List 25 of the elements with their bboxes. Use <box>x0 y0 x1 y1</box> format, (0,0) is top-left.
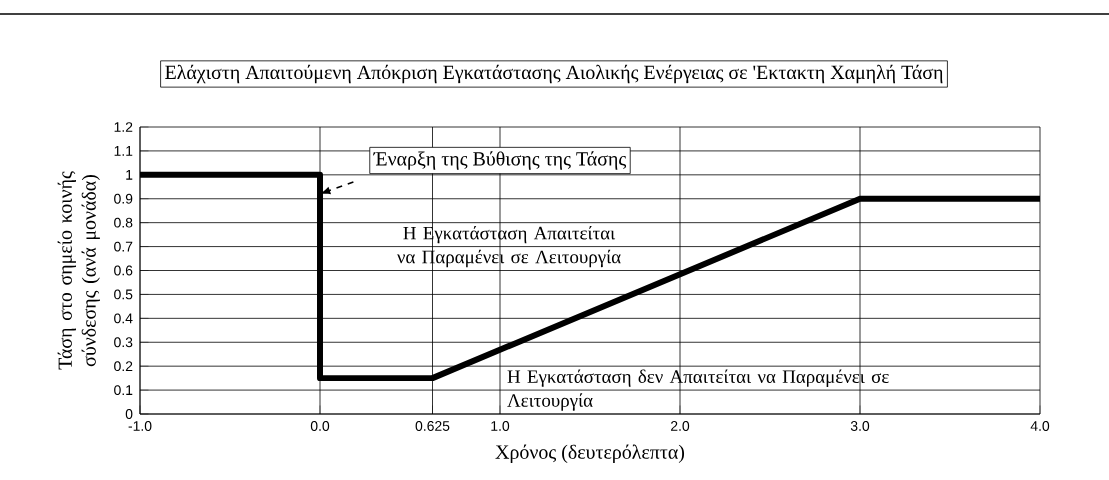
y-tick-label: 0.8 <box>114 217 133 228</box>
x-tick-label: 3.0 <box>850 421 870 431</box>
y-tick-label: 0.6 <box>114 265 133 276</box>
y-tick-label: 1 <box>126 170 133 180</box>
x-tick-label: 1.0 <box>491 421 510 431</box>
y-tick-label: 0.7 <box>114 241 133 252</box>
x-tick-label: 0.625 <box>415 421 450 431</box>
y-tick-label: 0.2 <box>114 361 133 372</box>
y-tick-label: 0.3 <box>114 337 133 348</box>
y-tick-label: 0.1 <box>114 385 133 396</box>
x-tick-label: 2.0 <box>670 421 690 431</box>
y-tick-label: 1.2 <box>114 122 133 132</box>
y-tick-label: 0 <box>125 409 133 419</box>
y-tick-label: 0.9 <box>114 193 133 204</box>
y-axis-title: Τάση στο σημείο κοινής σύνδεσης (ανά μονάδα) <box>57 171 100 370</box>
x-axis-title: Χρόνος (δευτερόλεπτα) <box>495 444 685 463</box>
y-tick-label: 0.4 <box>114 313 133 324</box>
y-tick-label: 1.1 <box>114 146 133 156</box>
annotation: Έναρξη της Βύθισης της Τάσης <box>373 151 627 170</box>
y-tick-label: 0.5 <box>114 289 133 300</box>
x-tick-label: 0.0 <box>310 421 330 431</box>
chart-title: Ελάχιστη Απαιτούμενη Απόκριση Εγκατάστασης Αιολικής Ενέργειας σε 'Εκτακτη Χαμηλή Τάση <box>165 64 943 84</box>
annotation: Η Εγκατάσταση δεν Απαιτείται να Παραμένει σε Λειτουργία <box>507 369 889 411</box>
x-tick-label: -1.0 <box>128 421 152 431</box>
x-tick-label: 4.0 <box>1030 421 1050 431</box>
